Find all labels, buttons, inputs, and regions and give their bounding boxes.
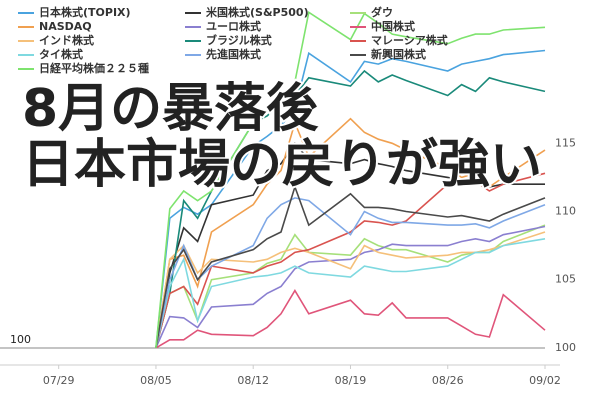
x-tick-label: 08/12 [237,374,269,387]
series-line [155,197,546,349]
legend-label: 日経平均株価２２５種 [39,61,149,75]
y-tick-label: 115 [555,136,576,149]
series-line [155,224,546,349]
legend-label: 中国株式 [371,19,415,33]
legend: 日本株式(TOPIX) 米国株式(S&P500) ダウ NASDAQ ユーロ株式 中国株式… [18,5,448,75]
x-tick-label: 07/29 [43,374,75,387]
x-tick-label: 08/19 [335,374,367,387]
legend-label: ダウ [371,5,393,19]
y-tick-label: 105 [555,273,576,286]
series-line [155,141,545,349]
legend-label: 日本株式(TOPIX) [39,5,131,19]
legend-label: インド株式 [39,33,94,47]
plot-area: 07/29 08/05 08/12 08/19 08/26 09/02 100 105 110 1… [0,10,576,387]
series-line [155,49,546,348]
annotation: 8月の暴落後 [22,79,319,139]
series-line [155,225,546,349]
legend-label: NASDAQ [39,20,92,33]
legend-label: 先進国株式 [206,47,261,61]
x-tick-label: 08/05 [140,374,172,387]
legend-label: 米国株式(S&P500) [205,5,309,19]
legend-label: ユーロ株式 [206,19,261,33]
series-line [155,69,546,349]
legend-label: 新興国株式 [371,47,426,61]
series-line [155,289,546,349]
series-line [155,10,546,348]
legend-label: タイ株式 [39,47,83,61]
reference-label: 100 [10,333,31,346]
y-tick-label: 100 [555,341,576,354]
legend-label: マレーシア株式 [371,33,448,47]
series-line [155,238,546,349]
series-line [155,172,546,349]
series-line [155,184,546,349]
y-tick-label: 110 [555,204,576,217]
x-tick-label: 09/02 [529,374,561,387]
series-line [155,231,546,349]
x-tick-label: 08/26 [432,374,464,387]
legend-label: ブラジル株式 [206,33,272,47]
annotation: 日本市場の戻りが強い [22,135,542,195]
